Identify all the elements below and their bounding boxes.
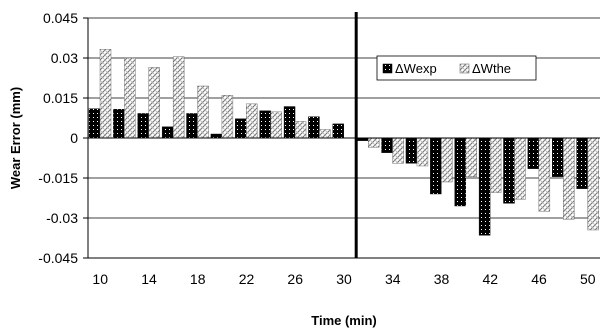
x-tick-labels: 10 14 18 22 26 30 34 38 42 46 50 <box>92 271 595 287</box>
axes <box>83 12 600 259</box>
bar-wexp <box>527 137 540 169</box>
bar-wthe <box>465 137 477 177</box>
bar-wexp <box>113 108 125 139</box>
bar-wthe <box>441 137 453 183</box>
bar-wexp <box>576 137 588 189</box>
x-tick-label: 30 <box>336 271 352 287</box>
x-tick-label: 46 <box>531 271 547 287</box>
bar-wthe <box>319 129 331 139</box>
bar-wexp <box>137 113 149 139</box>
bar-wthe <box>416 137 429 167</box>
x-tick-label: 10 <box>92 271 108 287</box>
bar-wexp <box>259 110 271 139</box>
x-tick-label: 26 <box>287 271 303 287</box>
bar-wthe <box>563 137 575 220</box>
bar-wthe <box>197 85 209 139</box>
bar-wexp <box>405 137 418 164</box>
x-tick-label: 38 <box>434 271 450 287</box>
x-axis-title: Time (min) <box>311 313 377 328</box>
legend-swatch-exp <box>382 63 393 74</box>
bar-wexp <box>454 137 466 207</box>
bar-wthe <box>124 57 136 139</box>
bar-wthe <box>172 56 185 139</box>
y-tick-label: -0.03 <box>46 210 78 226</box>
bar-wthe <box>270 111 282 139</box>
bars <box>88 49 599 236</box>
bar-wthe <box>148 67 160 139</box>
legend-box <box>376 55 537 81</box>
bar-wthe <box>99 49 112 139</box>
bar-wexp <box>186 113 198 139</box>
bar-wthe <box>514 137 526 200</box>
legend: ΔWexp ΔWthe <box>376 55 537 81</box>
x-tick-label: 18 <box>190 271 206 287</box>
bar-wthe <box>294 121 307 139</box>
y-tick-label: -0.015 <box>38 170 78 186</box>
bar-wexp <box>210 133 223 139</box>
bar-wthe <box>489 137 502 193</box>
y-tick-label: 0 <box>70 130 78 146</box>
bar-wexp <box>283 106 296 139</box>
bar-wthe <box>538 137 551 212</box>
x-tick-label: 50 <box>580 271 596 287</box>
bar-wexp <box>88 108 101 139</box>
bar-wexp <box>308 116 320 139</box>
bar-wexp <box>503 137 515 204</box>
bar-wexp <box>430 137 442 195</box>
x-tick-label: 42 <box>483 271 499 287</box>
bar-wexp <box>235 118 247 139</box>
y-tick-label: 0.015 <box>43 90 78 106</box>
bar-wexp <box>332 123 345 139</box>
bar-wthe <box>392 137 404 164</box>
y-tick-label: -0.045 <box>38 250 78 266</box>
y-axis-title: Wear Error (mm) <box>8 87 23 189</box>
y-tick-label: 0.045 <box>43 10 78 26</box>
bar-wexp <box>478 137 491 236</box>
bar-wexp <box>552 137 564 177</box>
bar-wexp <box>161 126 174 139</box>
y-tick-labels: 0.045 0.03 0.015 0 -0.015 -0.03 -0.045 <box>38 10 78 266</box>
bar-wthe <box>367 137 380 148</box>
bar-wthe <box>587 137 599 231</box>
legend-label-the: ΔWthe <box>472 61 511 76</box>
bar-wexp <box>381 137 393 153</box>
bar-wthe <box>246 103 258 139</box>
legend-label-exp: ΔWexp <box>395 61 437 76</box>
legend-swatch-the <box>459 63 470 74</box>
x-tick-label: 22 <box>239 271 255 287</box>
x-tick-label: 34 <box>385 271 401 287</box>
y-tick-label: 0.03 <box>51 50 78 66</box>
x-tick-label: 14 <box>141 271 157 287</box>
bar-wthe <box>221 95 234 139</box>
